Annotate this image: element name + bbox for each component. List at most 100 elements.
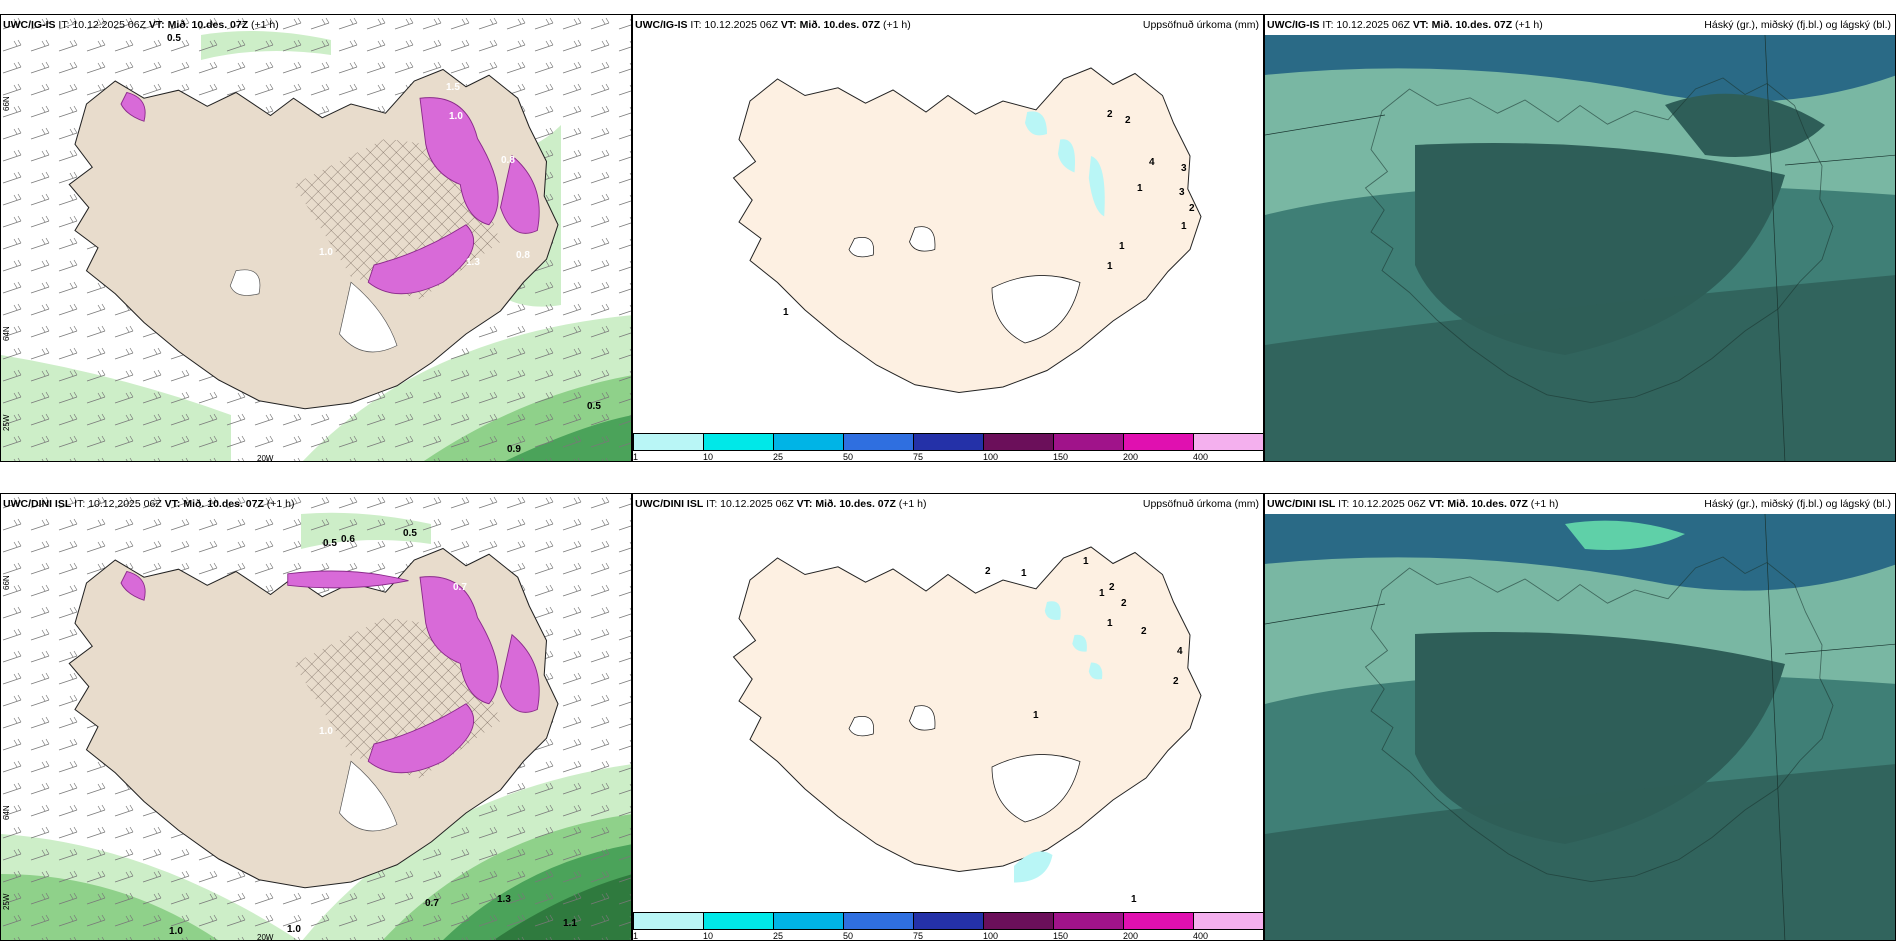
precip-type-label: 1.0 bbox=[319, 726, 333, 737]
lon-label: 25W bbox=[2, 893, 11, 910]
precip-value: 2 bbox=[1189, 203, 1195, 214]
wind-label: 1.0 bbox=[287, 924, 301, 935]
legend-tick: 200 bbox=[1123, 931, 1139, 941]
legend-swatch bbox=[703, 433, 774, 451]
wind-label: 0.5 bbox=[403, 528, 417, 539]
legend-swatch bbox=[703, 912, 774, 930]
legend-swatch bbox=[1053, 912, 1124, 930]
wind-map: 0.5 0.7 1.0 1.0 1.3 0.6 0.5 1.1 1.0 0.7 … bbox=[1, 494, 631, 941]
cloud-map bbox=[1265, 513, 1895, 940]
precip-value: 2 bbox=[985, 566, 991, 577]
precip-value: 1 bbox=[1119, 241, 1125, 252]
legend-swatch bbox=[913, 433, 984, 451]
precip-value: 2 bbox=[1173, 676, 1179, 687]
precip-value: 2 bbox=[1109, 582, 1115, 593]
legend-tick: 10 bbox=[703, 452, 714, 462]
legend-swatch bbox=[983, 912, 1054, 930]
wind-map: 0.5 0.5 0.9 1.0 1.3 1.5 1.0 0.8 0.8 66N … bbox=[1, 15, 631, 461]
legend-tick: 150 bbox=[1053, 931, 1069, 941]
lat-label: 66N bbox=[2, 575, 11, 590]
legend-swatch bbox=[773, 912, 844, 930]
legend-tick: 100 bbox=[983, 452, 999, 462]
legend-tick: 1 bbox=[633, 452, 639, 462]
wind-label: 0.9 bbox=[507, 444, 521, 455]
legend-swatch bbox=[843, 912, 914, 930]
precip-type-label: 0.7 bbox=[453, 582, 467, 593]
legend-tick: 75 bbox=[913, 931, 924, 941]
cloud-map bbox=[1265, 34, 1895, 461]
panel-title: UWC/DINI ISL IT: 10.12.2025 06Z VT: Mið.… bbox=[3, 498, 295, 510]
legend-swatch bbox=[913, 912, 984, 930]
panel-title: UWC/IG-IS IT: 10.12.2025 06Z VT: Mið. 10… bbox=[635, 19, 911, 31]
wind-label: 0.7 bbox=[425, 898, 439, 909]
precip-value: 4 bbox=[1149, 157, 1155, 168]
legend-tick: 25 bbox=[773, 931, 784, 941]
panel-subtitle: Háský (gr.), miðský (fj.bl.) og lágský (… bbox=[1704, 19, 1891, 31]
legend-tick: 10 bbox=[703, 931, 714, 941]
precip-value: 1 bbox=[1021, 568, 1027, 579]
panel-subtitle: Háský (gr.), miðský (fj.bl.) og lágský (… bbox=[1704, 498, 1891, 510]
wind-label: 0.5 bbox=[167, 33, 181, 44]
precip-value: 1 bbox=[1033, 710, 1039, 721]
legend-tick: 400 bbox=[1193, 452, 1209, 462]
legend-swatch bbox=[633, 912, 704, 930]
lon-label: 20W bbox=[257, 933, 274, 941]
panel-title: UWC/IG-IS IT: 10.12.2025 06Z VT: Mið. 10… bbox=[1267, 19, 1543, 31]
lat-label: 64N bbox=[2, 805, 11, 820]
panel-title: UWC/DINI ISL IT: 10.12.2025 06Z VT: Mið.… bbox=[1267, 498, 1559, 510]
precip-value: 2 bbox=[1121, 598, 1127, 609]
legend-tick: 1 bbox=[633, 931, 639, 941]
legend-swatch bbox=[843, 433, 914, 451]
precip-map: 2 1 1 2 1 2 2 4 2 1 1 1 bbox=[732, 546, 1202, 905]
precip-type-label: 1.3 bbox=[466, 257, 480, 268]
wind-label: 1.1 bbox=[563, 918, 577, 929]
wind-label: 0.6 bbox=[341, 534, 355, 545]
precip-value: 2 bbox=[1107, 109, 1113, 120]
legend-swatch bbox=[1123, 433, 1194, 451]
panel-title: UWC/IG-IS IT: 10.12.2025 06Z VT: Mið. 10… bbox=[3, 19, 279, 31]
panel-clouds-dini: UWC/DINI ISL IT: 10.12.2025 06Z VT: Mið.… bbox=[1264, 493, 1896, 941]
precip-type-label: 1.0 bbox=[319, 247, 333, 258]
precip-type-label: 1.0 bbox=[449, 111, 463, 122]
panel-wind-igis: UWC/IG-IS IT: 10.12.2025 06Z VT: Mið. 10… bbox=[0, 14, 632, 462]
precip-legend: 1 10 25 50 75 100 150 200 400 bbox=[633, 433, 1263, 462]
legend-swatch bbox=[983, 433, 1054, 451]
precip-value: 1 bbox=[1099, 588, 1105, 599]
precip-type-label: 1.5 bbox=[446, 82, 460, 93]
legend-tick: 100 bbox=[983, 931, 999, 941]
legend-tick: 400 bbox=[1193, 931, 1209, 941]
legend-tick: 50 bbox=[843, 452, 854, 462]
wind-label: 1.3 bbox=[497, 894, 511, 905]
panel-clouds-igis: UWC/IG-IS IT: 10.12.2025 06Z VT: Mið. 10… bbox=[1264, 14, 1896, 462]
legend-tick: 25 bbox=[773, 452, 784, 462]
legend-swatch bbox=[1193, 433, 1263, 451]
legend-swatch bbox=[1053, 433, 1124, 451]
precip-value: 1 bbox=[1107, 261, 1113, 272]
precip-value: 1 bbox=[1083, 556, 1089, 567]
precip-value: 1 bbox=[1137, 183, 1143, 194]
panel-subtitle: Uppsöfnuð úrkoma (mm) bbox=[1142, 498, 1259, 510]
precip-type-label: 0.8 bbox=[516, 250, 530, 261]
legend-tick: 75 bbox=[913, 452, 924, 462]
panel-precip-dini: UWC/DINI ISL IT: 10.12.2025 06Z VT: Mið.… bbox=[632, 493, 1264, 941]
panel-wind-dini: UWC/DINI ISL IT: 10.12.2025 06Z VT: Mið.… bbox=[0, 493, 632, 941]
legend-tick: 50 bbox=[843, 931, 854, 941]
panel-precip-igis: UWC/IG-IS IT: 10.12.2025 06Z VT: Mið. 10… bbox=[632, 14, 1264, 462]
precip-value: 3 bbox=[1179, 187, 1185, 198]
legend-tick: 200 bbox=[1123, 452, 1139, 462]
precip-value: 1 bbox=[1107, 618, 1113, 629]
precip-value: 1 bbox=[1131, 894, 1137, 905]
legend-swatch bbox=[1123, 912, 1194, 930]
legend-swatch bbox=[1193, 912, 1263, 930]
legend-swatch bbox=[773, 433, 844, 451]
legend-swatch bbox=[633, 433, 704, 451]
precip-map: 2 2 4 3 1 3 1 1 1 2 1 bbox=[732, 67, 1202, 394]
precip-value: 2 bbox=[1125, 115, 1131, 126]
precip-legend: 1 10 25 50 75 100 150 200 400 bbox=[633, 912, 1263, 941]
wind-label: 0.5 bbox=[323, 538, 337, 549]
wind-label: 0.5 bbox=[587, 401, 601, 412]
legend-tick: 150 bbox=[1053, 452, 1069, 462]
lat-label: 64N bbox=[2, 326, 11, 341]
wind-label: 1.0 bbox=[169, 926, 183, 937]
panel-title: UWC/DINI ISL IT: 10.12.2025 06Z VT: Mið.… bbox=[635, 498, 927, 510]
